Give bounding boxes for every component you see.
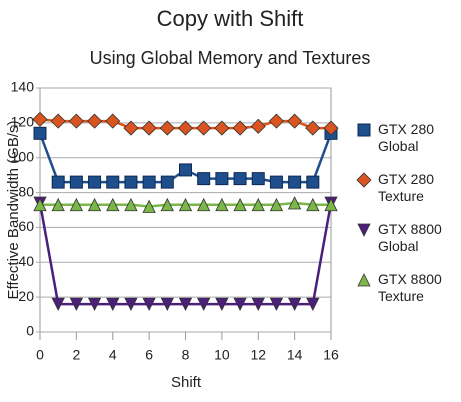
- marker: [68, 113, 84, 129]
- y-tick-label: 0: [26, 323, 34, 339]
- marker: [287, 196, 302, 210]
- x-tick-label: 10: [214, 347, 230, 363]
- legend-label: GTX 280 Global: [378, 121, 435, 154]
- y-axis-label: Effective Bandwidth (GB/s): [5, 121, 22, 300]
- x-tick-label: 8: [182, 347, 190, 363]
- marker: [197, 172, 211, 186]
- marker: [160, 297, 174, 312]
- marker: [251, 197, 265, 212]
- y-tick-label: 60: [18, 218, 34, 234]
- marker: [87, 297, 102, 312]
- x-tick-label: 6: [145, 347, 153, 363]
- marker: [233, 297, 247, 312]
- marker: [324, 197, 338, 212]
- marker: [33, 197, 47, 212]
- marker: [124, 197, 138, 212]
- marker: [232, 120, 248, 136]
- marker: [50, 113, 66, 129]
- marker: [357, 223, 371, 237]
- marker: [142, 175, 156, 189]
- marker: [305, 120, 321, 136]
- x-tick-label: 14: [287, 347, 303, 363]
- chart-title: Copy with Shift: [157, 6, 304, 31]
- marker: [69, 175, 83, 189]
- y-tick-label: 100: [11, 148, 35, 164]
- marker: [86, 113, 103, 129]
- marker: [287, 297, 302, 312]
- marker: [142, 297, 156, 312]
- y-tick-label: 140: [11, 79, 35, 95]
- marker: [69, 297, 84, 312]
- marker: [197, 197, 211, 212]
- marker: [88, 175, 102, 189]
- y-tick-label: 80: [18, 183, 34, 199]
- marker: [105, 113, 121, 129]
- marker: [178, 297, 193, 312]
- marker: [179, 163, 192, 177]
- legend-label: GTX 8800 Global: [378, 221, 442, 254]
- marker: [215, 197, 229, 212]
- marker: [32, 111, 48, 127]
- marker: [178, 197, 193, 212]
- legend-label: GTX 280 Texture: [378, 171, 435, 204]
- marker: [196, 120, 212, 136]
- marker: [214, 120, 230, 136]
- marker: [106, 197, 120, 212]
- marker: [106, 175, 120, 189]
- marker: [177, 120, 194, 136]
- marker: [287, 113, 303, 129]
- marker: [160, 197, 174, 212]
- marker: [233, 197, 247, 212]
- marker: [106, 297, 120, 312]
- marker: [251, 172, 265, 186]
- marker: [142, 199, 156, 213]
- y-tick-label: 20: [18, 288, 34, 304]
- marker: [357, 273, 371, 287]
- x-tick-label: 4: [109, 347, 117, 363]
- chart-subtitle: Using Global Memory and Textures: [90, 48, 371, 68]
- marker: [124, 175, 138, 189]
- marker: [51, 175, 65, 189]
- marker: [357, 123, 371, 137]
- marker: [215, 172, 229, 186]
- marker: [69, 197, 84, 212]
- marker: [268, 113, 285, 129]
- marker: [306, 175, 320, 189]
- marker: [356, 172, 372, 188]
- marker: [269, 197, 284, 212]
- x-tick-label: 12: [250, 347, 266, 363]
- x-tick-label: 16: [323, 347, 339, 363]
- marker: [123, 120, 139, 136]
- marker: [197, 297, 211, 312]
- marker: [251, 297, 265, 312]
- marker: [250, 118, 266, 134]
- marker: [233, 172, 247, 186]
- marker: [215, 297, 229, 312]
- marker: [87, 197, 102, 212]
- x-axis-label: Shift: [171, 374, 202, 391]
- marker: [288, 175, 302, 189]
- marker: [269, 175, 283, 189]
- marker: [269, 297, 284, 312]
- marker: [51, 197, 65, 212]
- marker: [141, 120, 157, 136]
- marker: [306, 197, 320, 212]
- marker: [33, 126, 47, 140]
- marker: [124, 297, 138, 312]
- y-tick-label: 120: [11, 114, 35, 130]
- marker: [159, 120, 175, 136]
- marker: [306, 297, 320, 312]
- y-tick-label: 40: [18, 253, 34, 269]
- x-tick-label: 2: [72, 347, 80, 363]
- x-tick-label: 0: [36, 347, 44, 363]
- marker: [160, 175, 174, 189]
- marker: [323, 120, 339, 136]
- legend-label: GTX 8800 Texture: [378, 271, 442, 304]
- marker: [51, 297, 65, 312]
